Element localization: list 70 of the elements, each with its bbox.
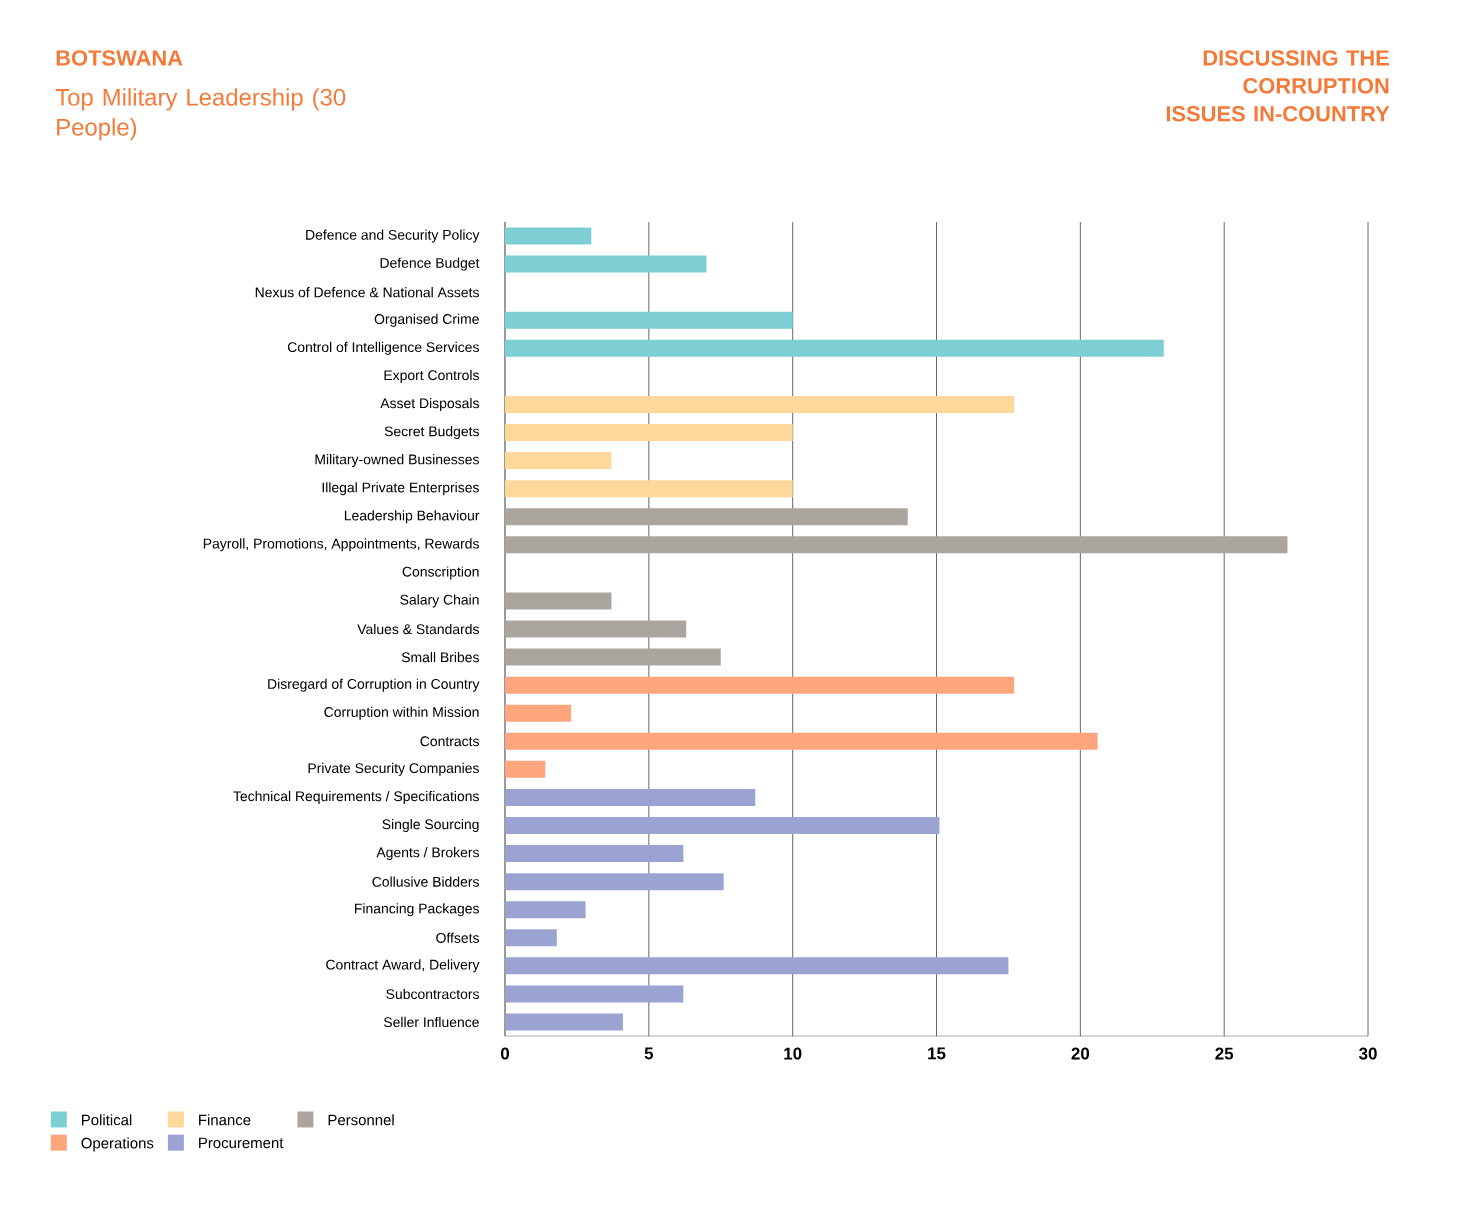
x-tick-label: 30 (1359, 1047, 1377, 1060)
bar (505, 311, 793, 329)
bar (505, 901, 586, 919)
bar (505, 480, 793, 498)
bar (505, 957, 1009, 975)
bar (505, 395, 1015, 413)
y-tick-label: Values & Standards (357, 623, 479, 635)
x-tick-label: 20 (1071, 1047, 1090, 1060)
bar (505, 339, 1164, 357)
y-tick-label: Subcontractors (386, 988, 479, 1000)
bar (505, 620, 687, 638)
y-tick-label: Contract Award, Delivery (326, 959, 480, 973)
x-tick-label: 0 (500, 1047, 510, 1060)
bar (505, 592, 612, 610)
bar (505, 1013, 623, 1031)
y-tick-label: Offsets (436, 932, 479, 943)
y-tick-label: Defence Budget (380, 257, 480, 271)
y-tick-label: Illegal Private Enterprises (322, 482, 479, 496)
bar (505, 648, 721, 666)
bar (505, 227, 592, 245)
legend-label: Procurement (199, 1137, 284, 1149)
legend-label: Personnel (328, 1114, 394, 1126)
x-tick-label: 10 (784, 1047, 802, 1060)
bar (505, 732, 1098, 750)
y-tick-label: Collusive Bidders (372, 876, 479, 887)
y-tick-label: Corruption within Mission (324, 706, 479, 720)
bar (505, 536, 1288, 554)
x-tick-label: 5 (644, 1047, 654, 1060)
y-tick-label: Technical Requirements / Specifications (233, 790, 479, 804)
bar (505, 985, 684, 1003)
y-tick-label: Disregard of Corruption in Country (268, 678, 480, 692)
x-tick-label: 15 (928, 1047, 946, 1060)
y-tick-label: Secret Budgets (384, 426, 479, 440)
y-tick-label: Agents / Brokers (376, 847, 479, 861)
y-tick-label: Payroll, Promotions, Appointments, Rewards (203, 538, 479, 552)
y-tick-label: Asset Disposals (380, 397, 479, 411)
bar (505, 788, 756, 806)
bar (505, 704, 572, 722)
y-tick-label: Financing Packages (355, 903, 479, 917)
bar (505, 255, 707, 273)
y-tick-label: Organised Crime (374, 313, 479, 327)
bar (505, 845, 684, 863)
y-tick-label: Military-owned Businesses (315, 454, 479, 468)
legend-label: Political (82, 1114, 132, 1126)
bar (505, 817, 940, 835)
y-tick-label: Salary Chain (400, 594, 479, 608)
legend-label: Finance (199, 1114, 251, 1126)
x-tick-label: 25 (1215, 1047, 1234, 1060)
y-tick-label: Single Sourcing (382, 819, 479, 833)
text: DISCUSSING THE CORRUPTION ISSUES IN-COUNTRY (1166, 50, 1390, 122)
text: BOTSWANA (56, 50, 183, 66)
bar (505, 452, 612, 470)
legend-label: Operations (81, 1137, 154, 1152)
bar (505, 929, 557, 947)
bar (505, 760, 546, 778)
y-tick-label: Small Bribes (401, 651, 479, 663)
y-tick-label: Private Security Companies (308, 762, 479, 776)
y-tick-label: Contracts (420, 736, 479, 747)
y-tick-label: Defence and Security Policy (306, 229, 480, 243)
y-tick-label: Export Controls (384, 369, 479, 383)
text: Top Military Leadership (30 People) (55, 88, 346, 141)
y-tick-label: Control of Intelligence Services (287, 341, 479, 355)
y-tick-label: Conscription (402, 566, 479, 580)
y-tick-label: Seller Influence (383, 1016, 479, 1028)
bar (505, 676, 1015, 694)
y-tick-label: Nexus of Defence & National Assets (255, 287, 479, 298)
y-tick-label: Leadership Behaviour (344, 510, 480, 524)
bar (505, 508, 908, 526)
bar (505, 873, 724, 891)
bar (505, 424, 793, 442)
